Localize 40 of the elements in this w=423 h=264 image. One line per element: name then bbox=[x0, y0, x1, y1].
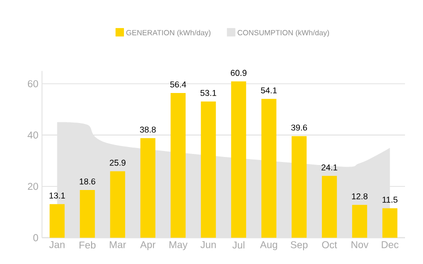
data-label: 12.8 bbox=[352, 193, 368, 200]
bar bbox=[50, 204, 65, 238]
x-tick-label: Jul bbox=[232, 241, 244, 249]
x-tick-label: Sep bbox=[290, 241, 308, 250]
bar bbox=[140, 138, 156, 238]
data-label: 11.5 bbox=[382, 196, 398, 203]
x-tick-label: Jun bbox=[200, 241, 216, 248]
bar bbox=[292, 136, 307, 238]
bar bbox=[261, 98, 276, 238]
data-label: 38.8 bbox=[140, 126, 156, 133]
bar bbox=[352, 204, 368, 238]
data-label: 13.1 bbox=[50, 192, 65, 199]
data-label: 25.9 bbox=[110, 160, 126, 166]
x-tick-label: Mar bbox=[110, 241, 126, 248]
bar bbox=[231, 81, 246, 238]
y-tick-label: 20 bbox=[28, 182, 38, 190]
x-tick-label: May bbox=[170, 241, 188, 250]
data-label: 60.9 bbox=[230, 70, 246, 76]
y-tick-label: 40 bbox=[28, 132, 38, 139]
data-label: 18.6 bbox=[80, 178, 96, 184]
bar bbox=[382, 208, 398, 238]
bar bbox=[80, 190, 95, 238]
bar bbox=[200, 101, 216, 238]
y-tick-label: 0 bbox=[33, 234, 38, 242]
x-tick-label: Nov bbox=[352, 241, 368, 248]
data-label: 24.1 bbox=[322, 164, 338, 170]
x-tick-label: Dec bbox=[382, 241, 398, 248]
y-tick-label: 60 bbox=[28, 80, 38, 88]
bar bbox=[170, 92, 186, 238]
data-label: 39.6 bbox=[291, 124, 307, 131]
x-tick-label: Jan bbox=[49, 241, 65, 248]
data-label: 56.4 bbox=[170, 81, 186, 88]
data-label: 54.1 bbox=[260, 87, 277, 94]
bar bbox=[110, 171, 126, 238]
x-tick-label: Feb bbox=[80, 241, 96, 249]
x-tick-label: Aug bbox=[260, 241, 278, 250]
x-tick-label: Oct bbox=[322, 241, 338, 248]
data-label: 53.1 bbox=[200, 90, 216, 96]
x-tick-label: Apr bbox=[140, 241, 156, 250]
bar bbox=[322, 176, 337, 238]
